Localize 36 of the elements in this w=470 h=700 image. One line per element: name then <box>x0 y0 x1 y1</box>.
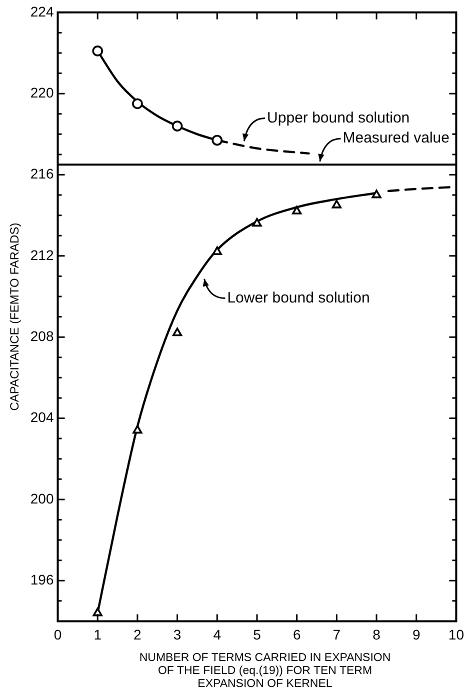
y-axis-title: CAPACITANCE (FEMTO FARADS) <box>8 222 22 411</box>
y-tick-label: 208 <box>30 328 54 344</box>
x-tick-label: 3 <box>173 626 182 642</box>
x-tick-label: 10 <box>448 626 464 642</box>
x-tick-label: 4 <box>213 626 222 642</box>
point <box>252 218 262 227</box>
point <box>212 246 222 256</box>
point <box>92 46 104 56</box>
x-tick-label: 2 <box>134 626 142 642</box>
x-tick-label: 9 <box>412 626 420 642</box>
y-tick-label: 204 <box>30 409 54 426</box>
point <box>172 120 183 132</box>
y-tick-label: 224 <box>30 3 54 20</box>
y-tick-label: 220 <box>30 84 54 100</box>
x-tick-label: 7 <box>332 626 341 642</box>
x-tick-label: 1 <box>94 626 102 642</box>
annotation: Measured value <box>342 130 450 147</box>
point <box>292 206 302 214</box>
point <box>172 328 182 336</box>
y-tick-label: 216 <box>30 166 54 182</box>
point <box>132 98 143 110</box>
x-tick-label: 6 <box>292 626 301 642</box>
x-tick-label: 0 <box>54 626 62 642</box>
annotation: Upper bound solution <box>267 109 410 126</box>
x-tick-label: 5 <box>253 626 262 642</box>
point <box>212 134 223 146</box>
y-tick-label: 212 <box>30 246 54 263</box>
y-tick-label: 196 <box>30 571 54 588</box>
point <box>332 200 342 208</box>
point <box>132 425 142 434</box>
annotation: Lower bound solution <box>227 289 370 306</box>
point <box>92 608 102 616</box>
point <box>372 190 382 198</box>
x-tick-label: 8 <box>372 626 381 642</box>
x-axis-title: NUMBER OF TERMS CARRIED IN EXPANSION OF THE FIELD (eq.(19)) FOR TEN TERM EXPANSION OF KERNEL <box>138 652 392 691</box>
y-tick-label: 200 <box>30 490 54 506</box>
